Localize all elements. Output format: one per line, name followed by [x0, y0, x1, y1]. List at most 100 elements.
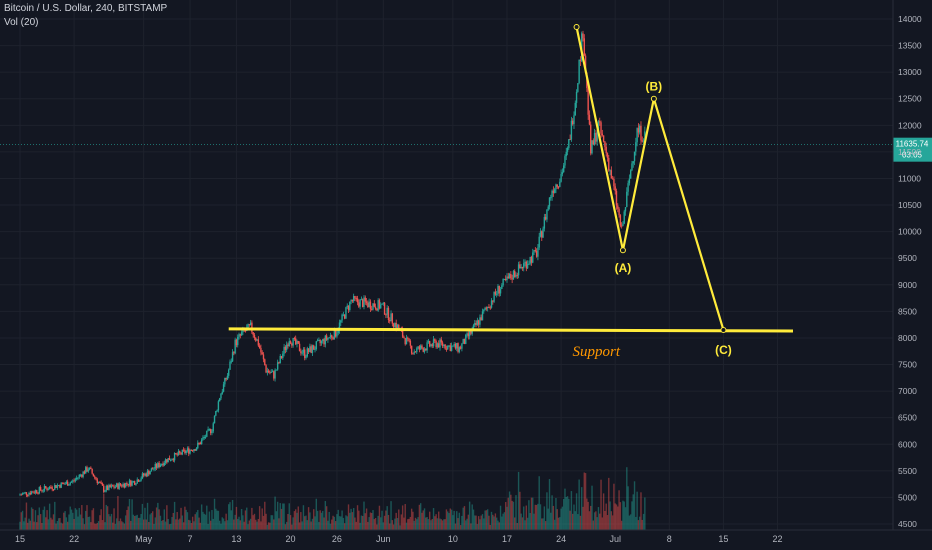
- volume-bar: [295, 509, 297, 530]
- volume-bar: [233, 519, 235, 530]
- volume-bar: [314, 516, 316, 530]
- candle-body: [577, 83, 579, 92]
- volume-bar: [599, 513, 601, 530]
- volume-bar: [133, 516, 136, 530]
- volume-bar: [52, 514, 55, 530]
- volume-bar: [146, 502, 149, 530]
- volume-bar: [382, 522, 385, 530]
- candle-body: [441, 342, 444, 346]
- candle-body: [176, 454, 178, 456]
- volume-bar: [458, 512, 461, 530]
- candle-body: [458, 347, 461, 352]
- candle-body: [20, 494, 22, 496]
- volume-bar: [530, 497, 533, 530]
- candle-body: [45, 485, 47, 489]
- candle-body: [145, 473, 147, 477]
- volume-bar: [475, 515, 477, 530]
- candle-body: [407, 337, 409, 339]
- volume-bar: [141, 503, 144, 530]
- candle-body: [297, 340, 299, 344]
- candle-body: [528, 263, 530, 265]
- volume-bar: [465, 520, 467, 530]
- volume-bar: [270, 515, 272, 530]
- candle-body: [126, 482, 128, 484]
- candle-body: [144, 473, 146, 476]
- volume-bar: [279, 503, 281, 530]
- candle-body: [113, 486, 115, 488]
- volume-bar: [51, 519, 53, 530]
- candle-body: [568, 139, 570, 148]
- volume-bar: [578, 479, 580, 530]
- volume-bar: [97, 521, 100, 530]
- candle-body: [354, 295, 356, 299]
- candle-body: [60, 482, 62, 488]
- candle-body: [507, 276, 509, 279]
- candle-body: [401, 329, 404, 337]
- candle-body: [248, 324, 251, 326]
- volume-bar: [462, 507, 464, 530]
- volume-bar: [37, 515, 39, 530]
- volume-bar: [66, 521, 69, 530]
- x-tick-label: 15: [15, 534, 25, 544]
- volume-bar: [556, 509, 558, 530]
- candle-body: [371, 308, 373, 310]
- wave-point: [619, 247, 626, 254]
- volume-bar: [239, 520, 242, 530]
- volume-bar: [532, 497, 534, 530]
- candle-body: [33, 492, 35, 494]
- volume-bar: [593, 512, 596, 530]
- volume-bar: [72, 512, 74, 530]
- candle-body: [526, 264, 529, 269]
- candle-body: [501, 285, 503, 289]
- candle-body: [103, 485, 105, 492]
- y-tick-label: 14000: [898, 14, 922, 24]
- volume-bar: [499, 505, 502, 530]
- candle-body: [602, 135, 605, 142]
- candle-body: [562, 165, 565, 173]
- volume-bar: [203, 513, 205, 530]
- volume-bar: [423, 508, 426, 530]
- candle-body: [133, 481, 136, 485]
- candle-body: [559, 181, 561, 187]
- volume-bar: [60, 522, 62, 530]
- volume-bar: [185, 509, 187, 530]
- volume-bar: [170, 523, 172, 530]
- candle-body: [280, 355, 283, 359]
- x-tick-label: 24: [556, 534, 566, 544]
- x-tick-label: 22: [773, 534, 783, 544]
- volume-bar: [289, 515, 292, 530]
- candle-body: [212, 423, 214, 432]
- volume-bar: [90, 522, 92, 530]
- candle-body: [28, 492, 30, 496]
- candle-body: [104, 490, 106, 492]
- volume-bar: [514, 517, 516, 530]
- volume-bar: [139, 517, 141, 530]
- volume-bar: [173, 501, 176, 530]
- y-tick-label: 10500: [898, 200, 922, 210]
- candle-body: [519, 264, 521, 269]
- volume-bar: [103, 493, 105, 530]
- candle-body: [320, 341, 323, 344]
- candle-body: [95, 477, 97, 480]
- candle-body: [97, 482, 100, 484]
- x-tick-label: 22: [69, 534, 79, 544]
- candle-body: [631, 163, 633, 171]
- candle-body: [293, 338, 296, 340]
- volume-bar: [258, 506, 261, 530]
- candle-body: [463, 338, 466, 344]
- y-tick-label: 7500: [898, 360, 917, 370]
- current-price-tag: [893, 137, 932, 162]
- volume-bar: [343, 523, 346, 530]
- volume-bar: [635, 516, 637, 530]
- candle-body: [352, 295, 355, 302]
- candle-body: [189, 449, 191, 454]
- y-tick-label: 12000: [898, 120, 922, 130]
- candle-body: [204, 436, 207, 438]
- volume-bar: [216, 510, 218, 530]
- volume-bar: [94, 523, 96, 530]
- volume-bar: [95, 523, 97, 530]
- candle-body: [633, 151, 636, 162]
- candle-body: [380, 304, 382, 309]
